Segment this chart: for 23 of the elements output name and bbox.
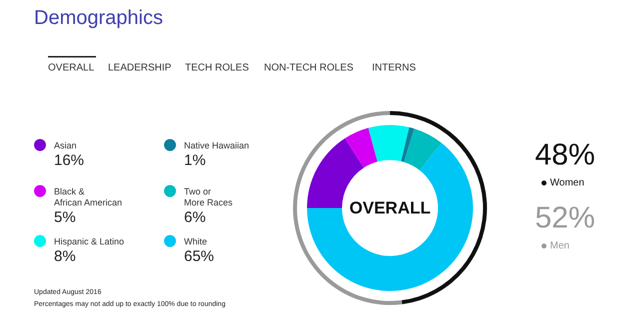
legend-label: Native Hawaiian [184,140,250,150]
text: NON-TECH ROLES [264,62,354,74]
text: OVERALL [349,198,431,218]
legend-label: Two or More Races [184,186,234,208]
chart-title: Demographics [34,7,163,29]
data-label: 65% [184,248,214,265]
data-label: 8% [54,248,76,265]
legend-label: White [184,236,208,246]
legend-label: Black & African American [54,186,122,208]
legend-label: Women [550,178,584,188]
data-label: 6% [184,209,206,226]
text: INTERNS [372,62,416,74]
text: TECH ROLES [185,62,250,74]
text: OVERALL [48,62,95,74]
data-label: 1% [184,152,206,169]
legend-label: Hispanic & Latino [54,236,124,246]
legend-label: Men [550,240,570,252]
data-label: 48% [534,138,596,172]
data-label: 52% [534,202,596,234]
legend-label: Asian [54,140,77,150]
data-label: 16% [54,152,84,169]
text: LEADERSHIP [108,62,172,74]
data-label: 5% [54,209,76,226]
